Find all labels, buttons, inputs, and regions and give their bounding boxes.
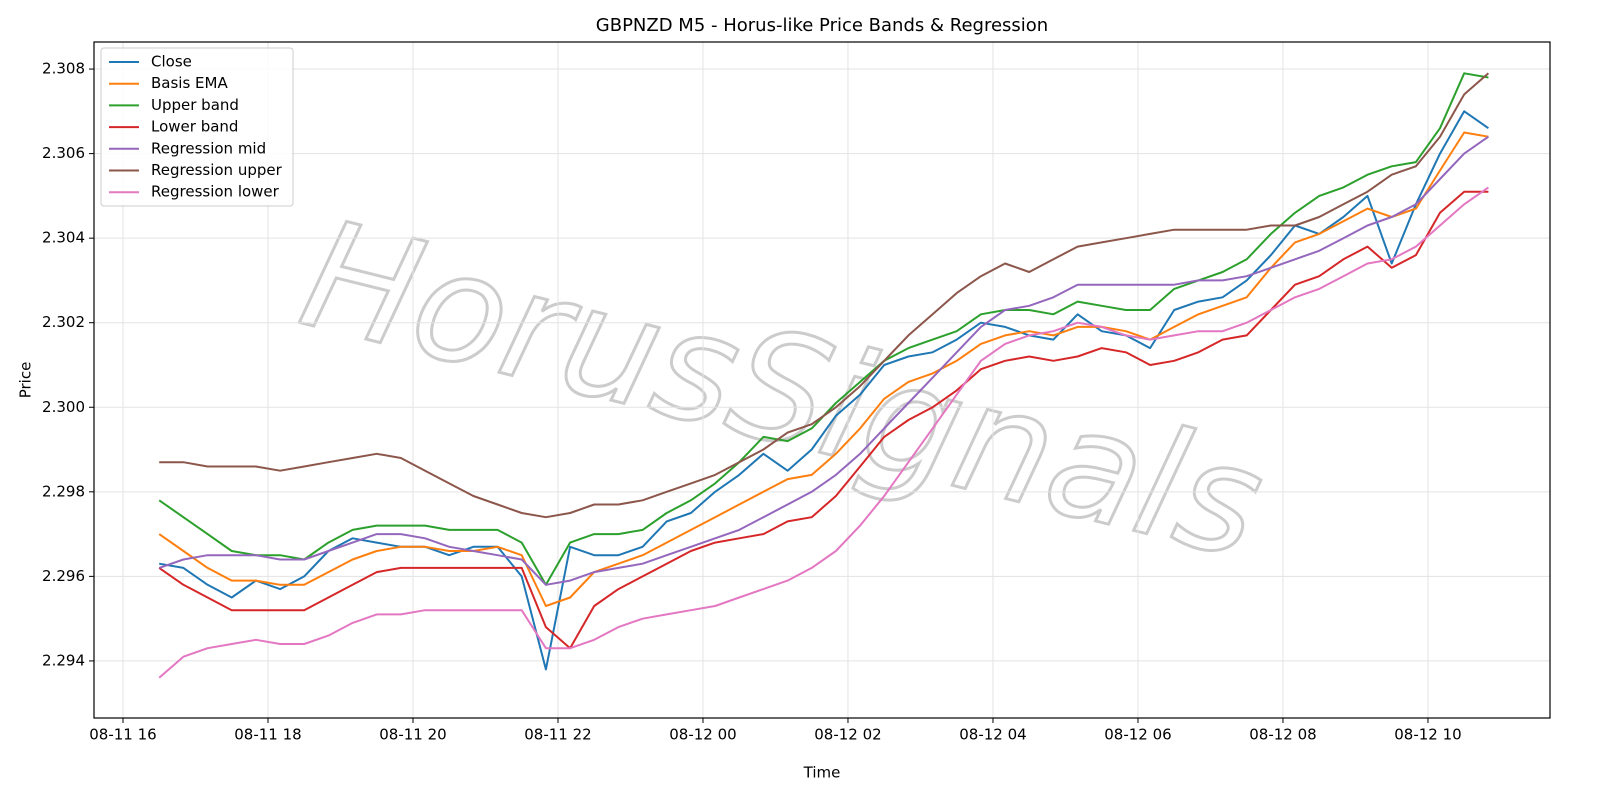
x-tick-label: 08-12 08 — [1249, 726, 1316, 744]
legend-label: Regression upper — [151, 161, 283, 179]
y-tick-label: 2.298 — [42, 482, 85, 500]
series-line — [158, 186, 1489, 679]
legend-box — [100, 47, 294, 207]
y-tick-label: 2.308 — [42, 60, 85, 78]
x-tick-label: 08-12 04 — [959, 726, 1026, 744]
legend-label: Lower band — [151, 118, 238, 136]
series-line — [158, 131, 1489, 607]
x-tick-label: 08-11 20 — [379, 726, 446, 744]
x-tick-label: 08-11 22 — [524, 726, 591, 744]
watermark: HorusSignals — [287, 188, 1278, 594]
chart-title: GBPNZD M5 - Horus-like Price Bands & Reg… — [596, 15, 1048, 36]
y-tick-label: 2.296 — [42, 567, 85, 585]
legend-label: Upper band — [151, 96, 239, 114]
y-tick-label: 2.302 — [42, 313, 85, 331]
series-line — [159, 110, 1489, 671]
x-axis-label: Time — [803, 764, 841, 782]
x-tick-label: 08-12 02 — [814, 726, 881, 744]
y-tick-label: 2.294 — [42, 651, 85, 669]
y-tick-label: 2.306 — [42, 144, 85, 162]
legend-label: Regression lower — [151, 183, 280, 201]
y-tick-label: 2.300 — [42, 398, 85, 416]
series-line — [158, 190, 1489, 650]
y-tick-label: 2.304 — [42, 229, 85, 247]
x-tick-label: 08-12 10 — [1394, 726, 1461, 744]
plot-frame — [93, 41, 1551, 719]
series-line — [159, 72, 1490, 519]
legend-label: Close — [151, 53, 192, 71]
x-tick-label: 08-11 16 — [89, 726, 156, 744]
x-tick-label: 08-11 18 — [234, 726, 301, 744]
x-tick-label: 08-12 00 — [669, 726, 736, 744]
x-tick-label: 08-12 06 — [1104, 726, 1171, 744]
legend-label: Regression mid — [151, 139, 266, 157]
y-axis-label: Price — [17, 362, 35, 399]
legend-label: Basis EMA — [151, 74, 228, 92]
series-line — [158, 135, 1489, 586]
